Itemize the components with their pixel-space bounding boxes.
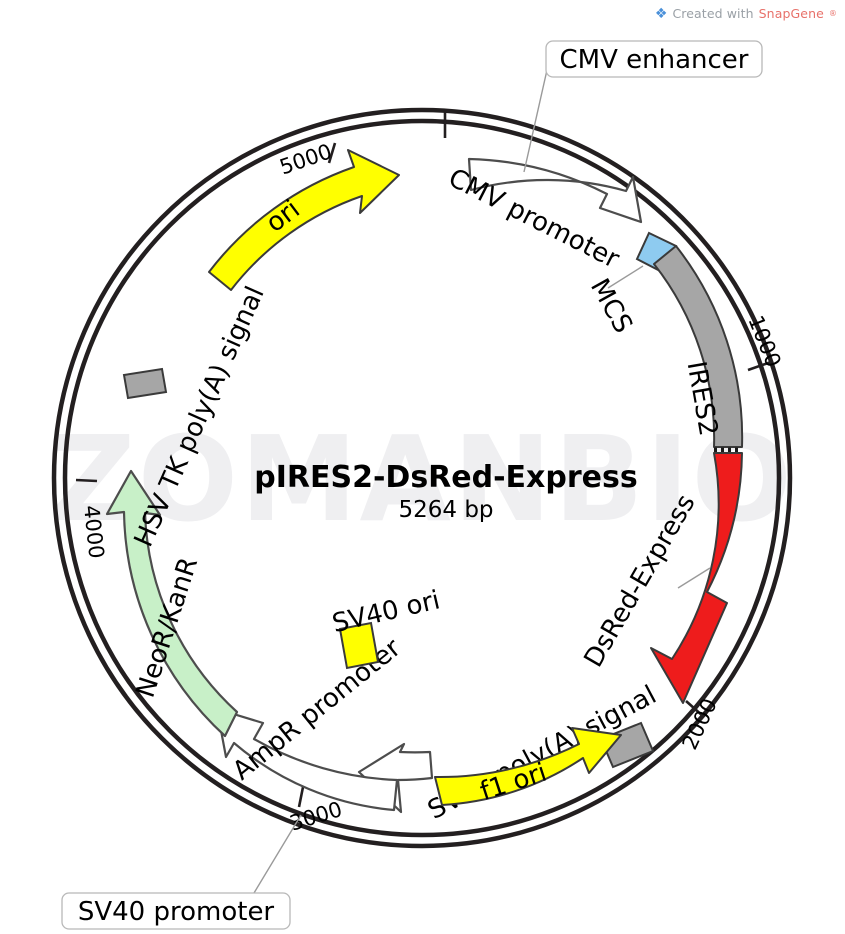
feature-sv40-ori-label: SV40 ori <box>329 585 442 639</box>
watermark-text: ZOMANBIO <box>50 410 794 548</box>
feature-dsred-express-arrow[interactable] <box>650 452 743 704</box>
snapgene-credit: ❖ Created with SnapGene ® <box>655 6 837 21</box>
feature-mcs-label: MCS <box>584 274 638 338</box>
tick-5000-mark <box>327 142 337 164</box>
feature-ori-arrow[interactable] <box>208 149 400 291</box>
feature-ampr-promoter[interactable]: AmpR promoter <box>215 633 434 814</box>
tick-4000-mark <box>75 478 98 483</box>
feature-sv40-ori-box[interactable] <box>338 621 380 670</box>
callout-sv40-promoter-leader <box>253 814 302 894</box>
credit-prefix: Created with <box>672 6 754 21</box>
tick-3000-mark <box>297 786 305 808</box>
tick-4000-label: 4000 <box>79 504 108 560</box>
feature-f1-ori-arrow[interactable] <box>434 727 622 806</box>
plasmid-size-label: 5264 bp <box>398 497 493 523</box>
callout-cmv-enhancer-label: CMV enhancer <box>560 45 749 75</box>
feature-neor-kanr-arrow[interactable] <box>105 469 239 738</box>
feature-ires2-band[interactable] <box>653 245 744 448</box>
callout-cmv-enhancer[interactable]: CMV enhancer <box>523 40 763 173</box>
feature-ampr-promoter-arrowhead-right[interactable] <box>357 742 434 814</box>
tick-2000-label: 2000 <box>677 695 721 754</box>
tick-5000-label: 5000 <box>277 139 335 179</box>
tick-2000-mark <box>685 700 705 718</box>
tick-1000-mark <box>747 360 772 372</box>
callout-sv40-promoter-label: SV40 promoter <box>78 897 275 927</box>
plasmid-title-block: pIRES2-DsRed-Express 5264 bp <box>254 460 637 523</box>
callout-sv40-promoter[interactable]: SV40 promoter <box>61 814 302 930</box>
page-title: pIRES2-DsRed-Express <box>254 460 637 495</box>
feature-f1-ori[interactable]: f1 ori <box>434 727 622 807</box>
feature-mcs-leader <box>607 265 644 289</box>
credit-registered: ® <box>828 9 837 18</box>
feature-cmv-promoter-arrow[interactable] <box>467 157 643 224</box>
backbone-inner-circle <box>62 118 782 838</box>
callout-cmv-enhancer-box[interactable] <box>545 40 763 78</box>
credit-brand: SnapGene <box>758 6 824 21</box>
feature-ampr-promoter-arrow[interactable] <box>215 707 399 812</box>
backbone-outer-circle <box>51 107 793 849</box>
snapgene-logo-icon: ❖ <box>654 5 668 22</box>
callout-cmv-enhancer-leader <box>523 69 548 173</box>
callout-sv40-promoter-box[interactable] <box>61 892 291 930</box>
feature-hsv-tk-polya-signal-box[interactable] <box>122 367 168 400</box>
feature-dsred-express-leader <box>677 567 711 589</box>
plasmid-backbone <box>51 107 793 849</box>
